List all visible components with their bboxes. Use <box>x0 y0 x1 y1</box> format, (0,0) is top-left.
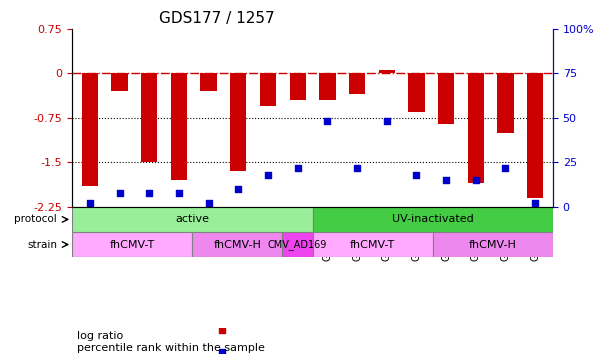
Point <box>382 119 391 124</box>
Point <box>263 172 273 178</box>
Bar <box>527 73 543 198</box>
Point <box>174 190 184 196</box>
FancyBboxPatch shape <box>313 232 433 257</box>
Bar <box>141 73 157 162</box>
Text: protocol: protocol <box>14 215 57 225</box>
Bar <box>349 73 365 94</box>
Point <box>144 190 154 196</box>
Bar <box>260 73 276 106</box>
Point <box>234 186 243 192</box>
Bar <box>497 73 514 132</box>
Text: CMV_AD169: CMV_AD169 <box>268 239 327 250</box>
Bar <box>111 73 128 91</box>
Point <box>218 350 227 355</box>
Bar <box>82 73 98 186</box>
Text: active: active <box>175 215 209 225</box>
Point <box>293 165 302 171</box>
Bar <box>171 73 187 180</box>
Point <box>85 201 95 206</box>
Text: UV-inactivated: UV-inactivated <box>392 215 474 225</box>
Point <box>441 177 451 183</box>
Bar <box>201 73 217 91</box>
Point <box>501 165 510 171</box>
Text: fhCMV-H: fhCMV-H <box>469 240 517 250</box>
FancyBboxPatch shape <box>433 232 553 257</box>
Text: log ratio: log ratio <box>76 331 123 341</box>
Bar <box>230 73 246 171</box>
Bar <box>438 73 454 124</box>
Point <box>412 172 421 178</box>
Point <box>530 201 540 206</box>
Point <box>204 201 213 206</box>
Point <box>323 119 332 124</box>
Bar <box>379 70 395 73</box>
Text: fhCMV-T: fhCMV-T <box>109 240 155 250</box>
Text: fhCMV-H: fhCMV-H <box>213 240 261 250</box>
Point <box>115 190 124 196</box>
Text: percentile rank within the sample: percentile rank within the sample <box>76 343 264 353</box>
FancyBboxPatch shape <box>313 207 553 232</box>
Text: strain: strain <box>27 240 57 250</box>
Text: GDS177 / 1257: GDS177 / 1257 <box>159 11 274 26</box>
Bar <box>468 73 484 183</box>
Bar <box>319 73 335 100</box>
Point <box>471 177 481 183</box>
FancyBboxPatch shape <box>72 207 313 232</box>
FancyBboxPatch shape <box>192 232 282 257</box>
Text: fhCMV-T: fhCMV-T <box>350 240 395 250</box>
Point <box>352 165 362 171</box>
Bar <box>408 73 424 112</box>
FancyBboxPatch shape <box>72 232 192 257</box>
FancyBboxPatch shape <box>282 232 313 257</box>
Bar <box>290 73 306 100</box>
Point <box>218 327 227 332</box>
